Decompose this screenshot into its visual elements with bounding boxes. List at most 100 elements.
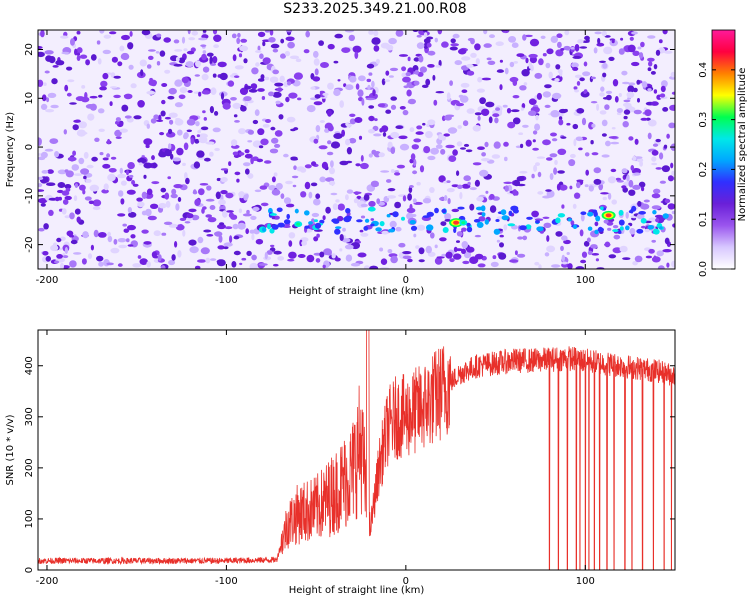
- heatmap-cell: [559, 184, 568, 191]
- heatmap-cell: [652, 210, 657, 215]
- heatmap-cell: [67, 79, 75, 83]
- heatmap-cell: [653, 64, 658, 70]
- heatmap-cell: [318, 145, 328, 150]
- heatmap-cell: [217, 61, 227, 68]
- heatmap-cell: [639, 160, 643, 167]
- heatmap-cell: [413, 138, 422, 143]
- heatmap-cell: [293, 72, 303, 80]
- heatmap-cell: [93, 229, 99, 238]
- heatmap-cell: [366, 78, 372, 83]
- heatmap-cell: [423, 32, 428, 38]
- heatmap-cell: [254, 189, 262, 193]
- heatmap-cell: [166, 131, 176, 138]
- heatmap-cell: [389, 220, 397, 228]
- heatmap-cell: [458, 94, 464, 98]
- heatmap-cell: [422, 198, 432, 204]
- heatmap-cell: [85, 178, 92, 183]
- heatmap-cell: [512, 189, 518, 196]
- heatmap-cell: [445, 144, 455, 149]
- heatmap-cell: [316, 233, 320, 238]
- heatmap-cell: [430, 147, 439, 155]
- heatmap-cell: [488, 116, 493, 124]
- heatmap-cell: [507, 223, 516, 227]
- heatmap-cell: [570, 220, 575, 226]
- heatmap-cell: [605, 90, 613, 94]
- heatmap-cell: [546, 48, 554, 55]
- heatmap-cell: [593, 178, 602, 185]
- heatmap-cell: [40, 103, 48, 110]
- heatmap-cell: [315, 125, 321, 133]
- colorbar-tick-label: 0.0: [698, 261, 709, 277]
- heatmap-cell: [672, 223, 675, 228]
- heatmap-cell: [554, 78, 560, 82]
- heatmap-cell: [345, 208, 351, 214]
- heatmap-cell: [69, 102, 77, 105]
- heatmap-cell: [385, 70, 390, 76]
- heatmap-cell: [102, 49, 112, 55]
- heatmap-cell: [662, 107, 669, 112]
- heatmap-cell: [516, 53, 525, 57]
- heatmap-cell: [185, 61, 194, 68]
- heatmap-cell: [453, 253, 462, 260]
- heatmap-cell: [257, 45, 261, 51]
- heatmap-cell: [289, 55, 300, 60]
- heatmap-cell: [413, 233, 417, 238]
- heatmap-cell: [631, 31, 638, 35]
- heatmap-cell: [481, 212, 486, 217]
- heatmap-cell: [128, 64, 134, 70]
- heatmap-cell: [492, 113, 500, 118]
- heatmap-cell: [472, 162, 482, 166]
- heatmap-cell: [481, 152, 486, 157]
- heatmap-cell: [570, 47, 576, 50]
- heatmap-cell: [231, 33, 237, 39]
- heatmap-cell: [612, 225, 619, 229]
- heatmap-cell: [124, 115, 132, 119]
- heatmap-cell: [76, 55, 81, 61]
- heatmap-cell: [203, 117, 207, 121]
- heatmap-cell: [273, 263, 279, 267]
- heatmap-cell: [139, 59, 147, 67]
- heatmap-cell: [236, 178, 240, 183]
- y-tick-label: 0: [24, 144, 35, 150]
- heatmap-cell: [377, 103, 386, 108]
- heatmap-cell: [499, 234, 504, 238]
- heatmap-cell: [42, 251, 49, 256]
- heatmap-cell: [183, 133, 188, 140]
- heatmap-cell: [193, 161, 201, 169]
- x-axis-label: Height of straight line (km): [289, 585, 425, 596]
- heatmap-cell: [121, 104, 129, 112]
- heatmap-cell: [365, 97, 376, 101]
- heatmap-cell: [395, 226, 402, 232]
- heatmap-cell: [283, 153, 289, 158]
- heatmap-cell: [198, 37, 208, 41]
- heatmap-cell: [234, 171, 241, 176]
- heatmap-cell: [508, 36, 517, 43]
- heatmap-cell: [38, 198, 48, 204]
- heatmap-cell: [175, 224, 185, 231]
- colorbar-tick-label: 0.4: [698, 62, 709, 78]
- heatmap-cell: [598, 182, 604, 191]
- heatmap-cell: [401, 216, 405, 221]
- heatmap-cell: [137, 255, 142, 259]
- heatmap-cell: [373, 30, 379, 37]
- heatmap-cell: [181, 76, 189, 84]
- heatmap-cell: [120, 180, 127, 186]
- heatmap-cell: [354, 51, 359, 59]
- heatmap-cell: [469, 203, 475, 211]
- heatmap-cell: [413, 158, 417, 167]
- heatmap-cell: [409, 127, 415, 133]
- heatmap-cell: [451, 184, 459, 188]
- heatmap-cell: [174, 49, 183, 52]
- heatmap-cell: [533, 164, 538, 172]
- heatmap-cell: [322, 264, 326, 269]
- heatmap-cell: [563, 239, 571, 245]
- heatmap-cell: [601, 119, 608, 127]
- heatmap-cell: [661, 80, 668, 88]
- heatmap-cell: [509, 61, 515, 68]
- heatmap-cell: [157, 254, 162, 262]
- y-tick-label: -10: [24, 188, 35, 204]
- heatmap-cell: [434, 257, 443, 265]
- heatmap-cell: [647, 88, 652, 92]
